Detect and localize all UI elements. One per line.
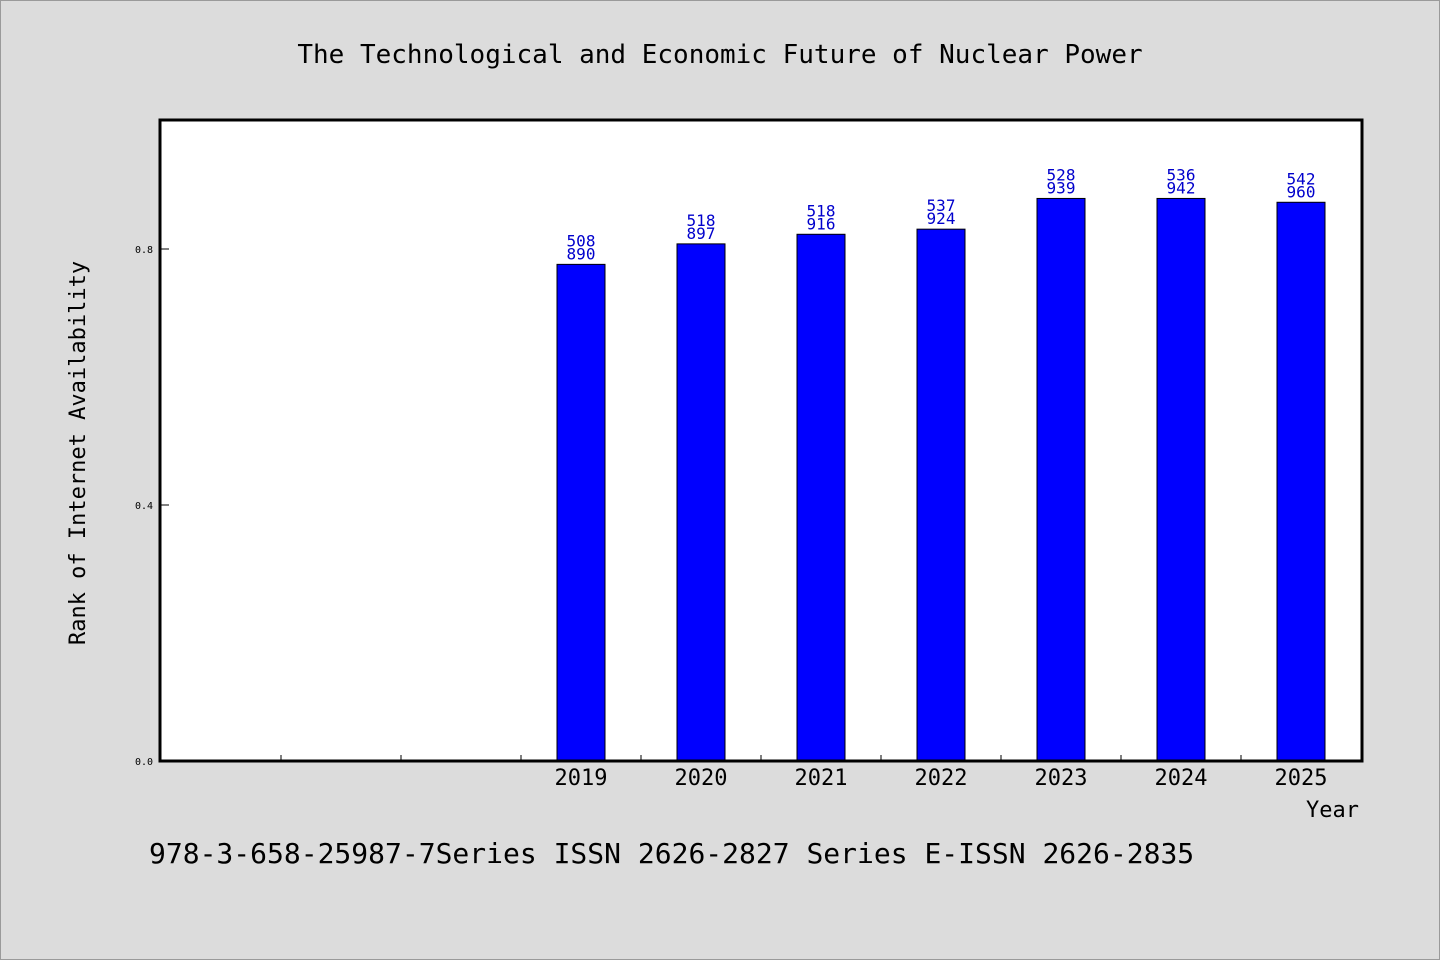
data-label: 508: [567, 231, 596, 250]
plot-frame: [158, 118, 1364, 763]
y-tick-label: 0.0: [135, 757, 153, 768]
bar: [676, 243, 726, 762]
chart-marks: 0.00.40.85088902019518897202051891620215…: [135, 165, 1328, 791]
x-tick-label: 2025: [1275, 766, 1328, 791]
y-tick-label: 0.4: [135, 501, 153, 512]
data-label: 518: [687, 211, 716, 230]
bar: [1276, 201, 1326, 762]
data-label: 537: [927, 196, 956, 215]
data-label: 528: [1047, 165, 1076, 184]
data-label: 924: [927, 209, 956, 228]
x-tick-label: 2022: [915, 766, 968, 791]
data-label: 536: [1167, 165, 1196, 184]
y-tick-label: 0.8: [135, 245, 153, 256]
bar: [1156, 197, 1206, 762]
bar: [1036, 197, 1086, 762]
x-tick-label: 2020: [675, 766, 728, 791]
data-label: 942: [1167, 178, 1196, 197]
data-label: 939: [1047, 178, 1076, 197]
x-tick-label: 2024: [1155, 766, 1208, 791]
bar: [796, 233, 846, 762]
bar: [916, 228, 966, 762]
chart-title: The Technological and Economic Future of…: [297, 40, 1142, 70]
x-axis-label: Year: [1306, 798, 1359, 823]
x-tick-label: 2023: [1035, 766, 1088, 791]
data-label: 916: [807, 214, 836, 233]
bar: [556, 263, 606, 762]
data-label: 518: [807, 201, 836, 220]
footer-text: 978-3-658-25987-7Series ISSN 2626-2827 S…: [149, 837, 1194, 870]
data-label: 542: [1287, 169, 1316, 188]
data-label: 960: [1287, 182, 1316, 201]
x-tick-label: 2019: [555, 766, 608, 791]
x-tick-label: 2021: [795, 766, 848, 791]
y-axis-label: Rank of Internet Availability: [66, 261, 91, 645]
data-label: 897: [687, 224, 716, 243]
data-label: 890: [567, 244, 596, 263]
